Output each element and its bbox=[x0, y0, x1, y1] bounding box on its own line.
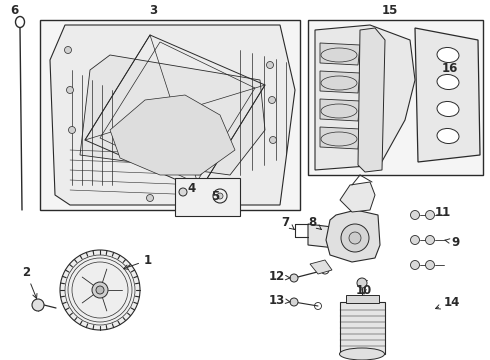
Circle shape bbox=[425, 261, 435, 270]
Ellipse shape bbox=[340, 348, 385, 360]
Circle shape bbox=[357, 278, 367, 288]
Text: 11: 11 bbox=[435, 207, 451, 220]
Circle shape bbox=[67, 86, 74, 94]
Polygon shape bbox=[340, 182, 375, 212]
Circle shape bbox=[270, 136, 276, 144]
Polygon shape bbox=[320, 43, 360, 65]
Circle shape bbox=[65, 46, 72, 54]
Ellipse shape bbox=[437, 129, 459, 144]
Ellipse shape bbox=[437, 102, 459, 117]
Polygon shape bbox=[320, 71, 360, 93]
Polygon shape bbox=[50, 25, 295, 205]
Polygon shape bbox=[310, 260, 332, 274]
Circle shape bbox=[349, 232, 361, 244]
Text: 7: 7 bbox=[281, 216, 294, 229]
Bar bbox=[346, 295, 379, 303]
Text: 1: 1 bbox=[123, 253, 152, 269]
Text: 12: 12 bbox=[269, 270, 291, 284]
Text: 4: 4 bbox=[188, 181, 196, 194]
Circle shape bbox=[290, 298, 298, 306]
Text: 15: 15 bbox=[382, 4, 398, 17]
Circle shape bbox=[411, 211, 419, 220]
Circle shape bbox=[290, 274, 298, 282]
Circle shape bbox=[69, 126, 75, 134]
Polygon shape bbox=[320, 127, 360, 149]
Circle shape bbox=[269, 96, 275, 104]
Bar bbox=[308, 20, 483, 175]
Circle shape bbox=[96, 286, 104, 294]
Polygon shape bbox=[315, 25, 415, 170]
Circle shape bbox=[92, 282, 108, 298]
Text: 10: 10 bbox=[356, 284, 372, 297]
Bar bbox=[340, 302, 385, 354]
Polygon shape bbox=[358, 28, 385, 172]
Circle shape bbox=[217, 193, 223, 199]
Text: 3: 3 bbox=[149, 4, 157, 17]
Circle shape bbox=[425, 235, 435, 244]
Circle shape bbox=[32, 299, 44, 311]
Circle shape bbox=[341, 224, 369, 252]
Bar bbox=[175, 178, 240, 216]
Text: 2: 2 bbox=[22, 266, 37, 298]
Polygon shape bbox=[320, 99, 360, 121]
Polygon shape bbox=[326, 210, 380, 262]
Text: 5: 5 bbox=[211, 189, 219, 202]
Circle shape bbox=[179, 188, 187, 196]
Bar bbox=[40, 20, 300, 210]
Ellipse shape bbox=[437, 48, 459, 63]
Circle shape bbox=[411, 235, 419, 244]
Text: 14: 14 bbox=[436, 296, 460, 309]
Circle shape bbox=[267, 62, 273, 68]
Text: 6: 6 bbox=[10, 4, 18, 17]
Circle shape bbox=[147, 194, 153, 202]
Polygon shape bbox=[110, 95, 235, 175]
Circle shape bbox=[425, 211, 435, 220]
Circle shape bbox=[411, 261, 419, 270]
Text: 8: 8 bbox=[308, 216, 321, 229]
Text: 9: 9 bbox=[445, 235, 459, 248]
Polygon shape bbox=[415, 28, 480, 162]
Circle shape bbox=[60, 250, 140, 330]
Circle shape bbox=[196, 194, 203, 202]
Ellipse shape bbox=[437, 75, 459, 90]
Polygon shape bbox=[308, 224, 340, 248]
Text: 16: 16 bbox=[442, 62, 458, 75]
Text: 13: 13 bbox=[269, 293, 291, 306]
Polygon shape bbox=[80, 55, 265, 175]
